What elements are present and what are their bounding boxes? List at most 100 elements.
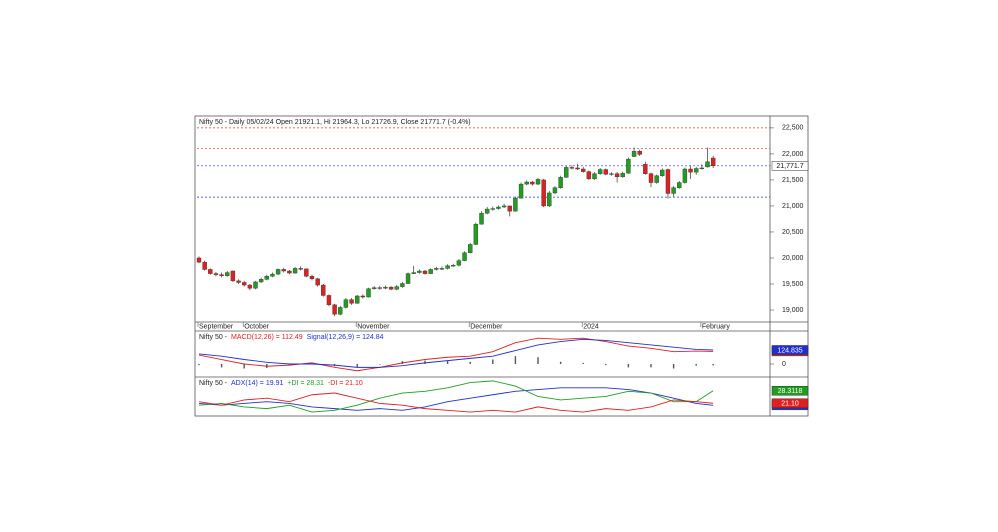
candle-body [694,168,699,173]
candle-body [631,151,637,157]
histogram-bar [469,361,471,364]
candle-body [710,157,716,166]
candle-body [236,280,241,283]
indicator-line [198,337,714,372]
histogram-bar [198,363,200,366]
candle-body [332,304,337,315]
candle-body [473,223,479,245]
indicator-line [198,380,714,413]
candle-body [428,269,433,274]
candle-body [264,276,269,280]
candle-body [208,269,213,274]
candle-body [468,244,473,253]
histogram-bar [492,359,494,364]
x-tick-label: 2024 [583,323,599,330]
candle-body [417,270,422,273]
candle-body [665,169,671,194]
candle-body [292,268,298,274]
candle-body [241,282,247,286]
candle-body [518,183,524,199]
indicator-line [198,338,714,368]
candle-body [298,268,303,270]
candle-body [620,172,625,178]
candle-body [400,283,405,287]
candle-body [643,164,648,174]
candle-body [451,265,456,267]
candle-body [513,197,518,212]
candle-body [304,268,309,277]
histogram-bar [672,363,675,369]
y-tick-label: 19,500 [782,281,804,288]
candle-body [586,171,592,180]
candle-body [253,281,258,289]
candle-body [360,295,366,298]
candle-body [326,295,332,306]
candle-body [225,272,230,276]
candle-body [524,181,529,185]
candle-body [275,269,281,275]
candle-body [564,167,569,178]
candle-body [287,270,292,274]
candle-body [411,272,416,274]
legend-title: Nifty 50 - [199,380,228,387]
histogram-bar [288,363,291,366]
legend-entry: ADX(14) = 19.91 [231,380,283,387]
candle-body [270,273,275,277]
indicator-line [198,392,714,413]
candle-body [547,192,552,207]
value-label-box [771,398,809,408]
y-tick-label: 21,500 [782,177,804,184]
legend-entry: +DI = 28.31 [287,380,324,387]
histogram-bar [559,361,562,364]
candle-body [592,173,597,180]
candle-body [490,208,495,210]
histogram-bar [514,356,517,364]
y-tick-label: 22,500 [782,125,804,132]
candle-body [309,276,315,280]
candle-body [637,151,642,155]
candle-body [434,268,439,270]
candle-body [552,187,558,194]
candle-body [355,295,360,304]
candle-body [456,260,462,266]
candle-body [699,167,705,169]
x-tick-label: February [702,323,731,330]
candle-body [315,278,320,286]
histogram-bar [582,362,584,364]
y-tick-label: 22,000 [782,151,804,158]
x-tick-label: September [199,323,234,330]
candle-body [541,179,546,207]
histogram-bar [446,360,449,364]
candle-body [479,213,484,225]
candle-body [202,261,207,270]
x-tick-label: December [470,323,503,330]
candle-body [654,175,659,183]
outer-frame [194,115,809,417]
y-tick-label: 20,000 [782,255,804,262]
histogram-bar [311,362,313,364]
legend-title: Nifty 50 - [199,334,228,341]
histogram-bar [424,360,426,364]
candle-body [366,288,371,298]
histogram-bar [266,363,268,368]
x-tick-label: October [244,323,270,330]
histogram-bar [650,363,652,368]
chart-title: Nifty 50 - Daily 05/02/24 Open 21921.1, … [199,119,471,126]
value-label: 21.10 [781,401,799,408]
histogram-bar [220,363,223,368]
candle-body [575,167,580,170]
candle-body [213,273,219,275]
candle-body [439,268,445,270]
candle-body [688,168,693,173]
candle-body [258,279,264,283]
candle-body [247,284,253,289]
candle-body [558,177,563,188]
value-label-box [771,345,809,355]
candle-body [371,287,377,289]
y-tick-label: 19,000 [782,307,804,314]
histogram-bar [356,363,358,368]
histogram-bar [695,363,697,366]
candle-body [343,299,349,308]
x-tick-label: November [357,323,390,330]
candle-body [219,274,224,276]
